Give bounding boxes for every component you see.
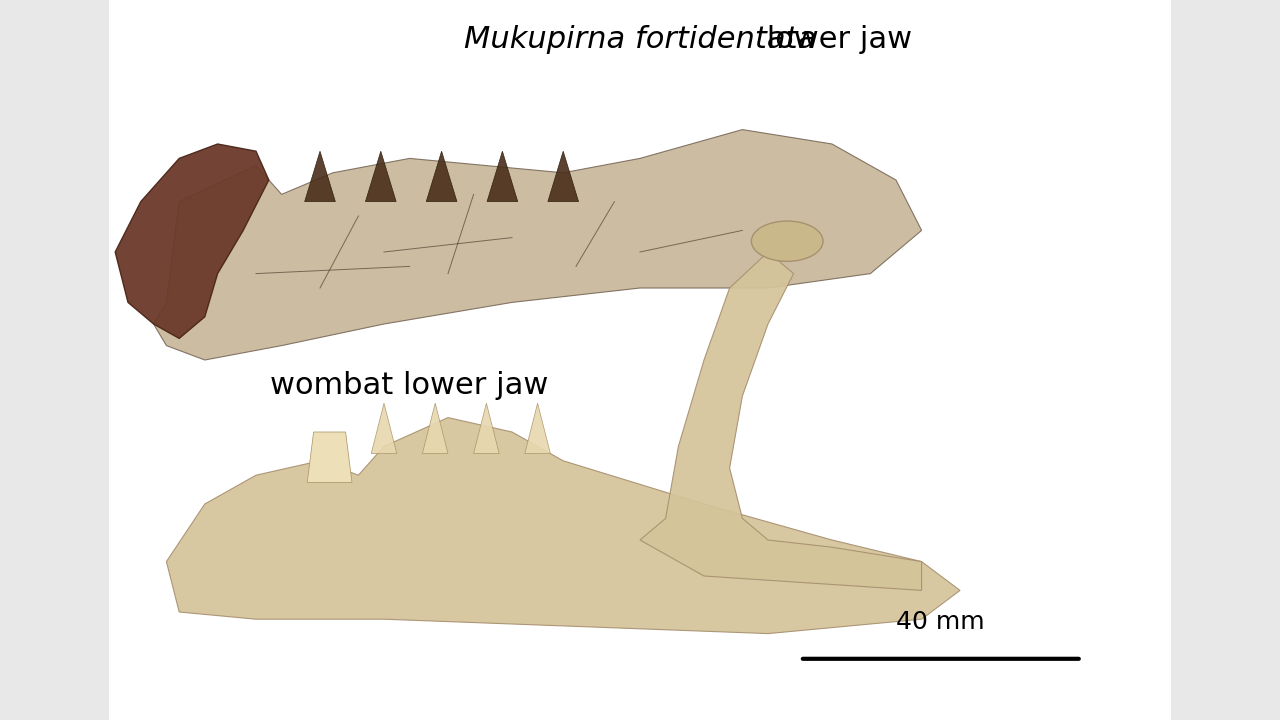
- Polygon shape: [422, 403, 448, 454]
- Polygon shape: [115, 144, 269, 338]
- Text: 40 mm: 40 mm: [896, 610, 986, 634]
- Text: lower jaw: lower jaw: [367, 25, 913, 54]
- Polygon shape: [166, 418, 960, 634]
- Polygon shape: [366, 151, 397, 202]
- Polygon shape: [640, 252, 922, 590]
- Polygon shape: [525, 403, 550, 454]
- Polygon shape: [426, 151, 457, 202]
- Polygon shape: [474, 403, 499, 454]
- Text: wombat lower jaw: wombat lower jaw: [270, 371, 549, 400]
- Polygon shape: [305, 151, 335, 202]
- Circle shape: [751, 221, 823, 261]
- FancyBboxPatch shape: [109, 0, 1171, 720]
- Polygon shape: [371, 403, 397, 454]
- Polygon shape: [488, 151, 517, 202]
- Text: Mukupirna fortidentata: Mukupirna fortidentata: [463, 25, 817, 54]
- Polygon shape: [307, 432, 352, 482]
- Polygon shape: [548, 151, 579, 202]
- Polygon shape: [154, 130, 922, 360]
